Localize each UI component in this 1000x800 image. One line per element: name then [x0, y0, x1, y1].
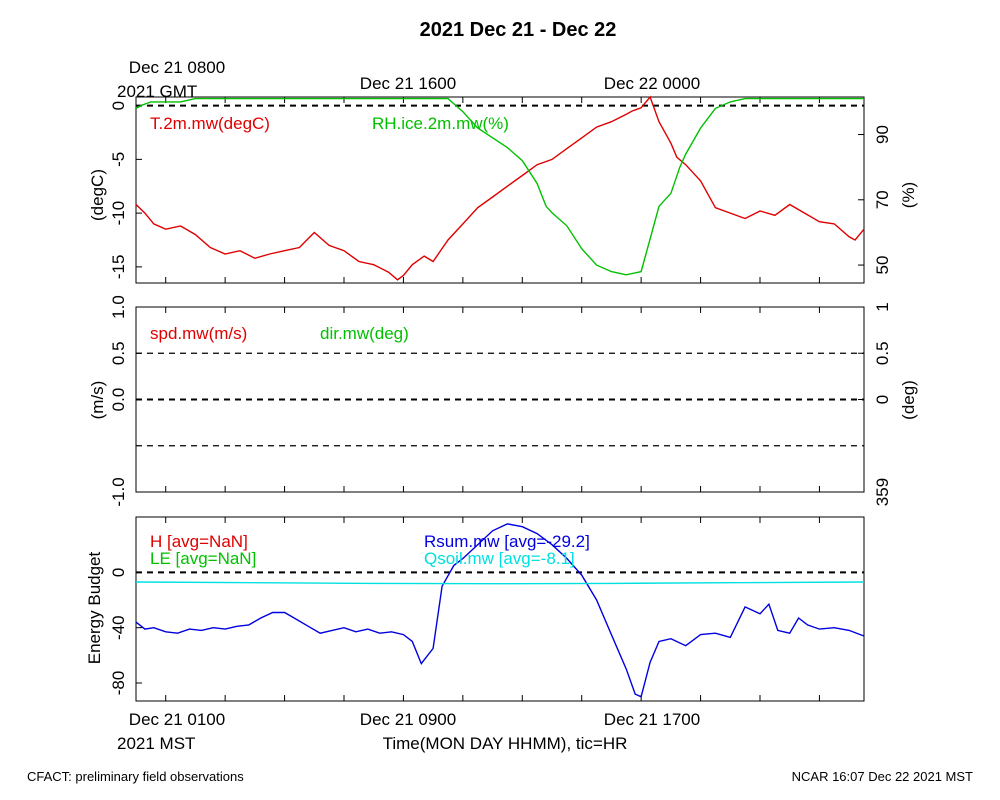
- ylabel-right-rh: (%): [899, 182, 918, 208]
- y-tick-label-left: 0: [109, 101, 128, 110]
- y-tick-label-right: 70: [873, 190, 892, 209]
- top-axis-label: Dec 21 0800: [129, 58, 225, 77]
- y-tick-label-left: -5: [109, 152, 128, 167]
- series-line: [135, 95, 865, 281]
- bottom-axis-label: Dec 21 0900: [360, 710, 456, 729]
- y-tick-label-left: 1.0: [109, 295, 128, 319]
- legend-soil-heat-flux: Qsoil.mw [avg=-8.1]: [424, 549, 575, 568]
- ylabel-right-wind: (deg): [899, 380, 918, 420]
- footer-right: NCAR 16:07 Dec 22 2021 MST: [792, 769, 973, 784]
- y-tick-label-right: 359: [873, 478, 892, 506]
- top-axis-labels: Dec 21 0800 Dec 21 1600 Dec 22 0000 2021…: [117, 58, 700, 101]
- y-tick-label-right: 0: [873, 395, 892, 404]
- panel-energy-budget: 0 -40 -80: [109, 516, 865, 702]
- legend-radiation-sum: Rsum.mw [avg=-29.2]: [424, 532, 590, 551]
- y-tick-label-left: -40: [109, 615, 128, 640]
- legend-latent-heat: LE [avg=NaN]: [150, 549, 256, 568]
- legend-wind-speed: spd.mw(m/s): [150, 324, 247, 343]
- footer-left: CFACT: preliminary field observations: [27, 769, 244, 784]
- ylabel-energy-budget: Energy Budget: [85, 551, 104, 664]
- y-tick-label-right: 50: [873, 256, 892, 275]
- mst-label: 2021 MST: [117, 734, 195, 753]
- panel-temperature-rh: 0 -5 -10 -15 90 70 50: [109, 95, 892, 284]
- legend-temperature: T.2m.mw(degC): [150, 114, 270, 133]
- y-tick-label-left: -15: [109, 255, 128, 280]
- series-line: [135, 97, 864, 276]
- ylabel-left-temperature: (degC): [88, 169, 107, 221]
- bottom-axis-label: Dec 21 0100: [129, 710, 225, 729]
- chart-title: 2021 Dec 21 - Dec 22: [420, 19, 617, 41]
- y-tick-label-right: 1: [873, 302, 892, 311]
- y-tick-label-right: 90: [873, 125, 892, 144]
- legend-sensible-heat: H [avg=NaN]: [150, 532, 248, 551]
- series-line: [135, 523, 865, 698]
- y-tick-label-left: 0.5: [109, 341, 128, 365]
- x-axis-title: Time(MON DAY HHMM), tic=HR: [383, 734, 628, 753]
- legend-rh-ice: RH.ice.2m.mw(%): [372, 114, 509, 133]
- bottom-axis-labels: Dec 21 0100 Dec 21 0900 Dec 21 1700 2021…: [117, 710, 700, 753]
- top-axis-label: Dec 21 1600: [360, 74, 456, 93]
- panel-frame: [135, 96, 865, 284]
- legend-wind-direction: dir.mw(deg): [320, 324, 409, 343]
- y-tick-label-left: -80: [109, 671, 128, 696]
- y-tick-label-left: 0: [109, 568, 128, 577]
- y-tick-label-left: -1.0: [109, 477, 128, 506]
- panel-wind: 1.0 0.5 0.0 -1.0 1 0.5 0 359: [109, 295, 892, 506]
- panel-frame: [135, 516, 865, 702]
- y-tick-label-left: -10: [109, 201, 128, 226]
- y-tick-label-left: 0.0: [109, 388, 128, 412]
- bottom-axis-label: Dec 21 1700: [604, 710, 700, 729]
- gmt-label: 2021 GMT: [117, 82, 197, 101]
- top-axis-label: Dec 22 0000: [604, 74, 700, 93]
- ylabel-left-wind: (m/s): [88, 381, 107, 420]
- series-line: [135, 581, 865, 585]
- y-tick-label-right: 0.5: [873, 341, 892, 365]
